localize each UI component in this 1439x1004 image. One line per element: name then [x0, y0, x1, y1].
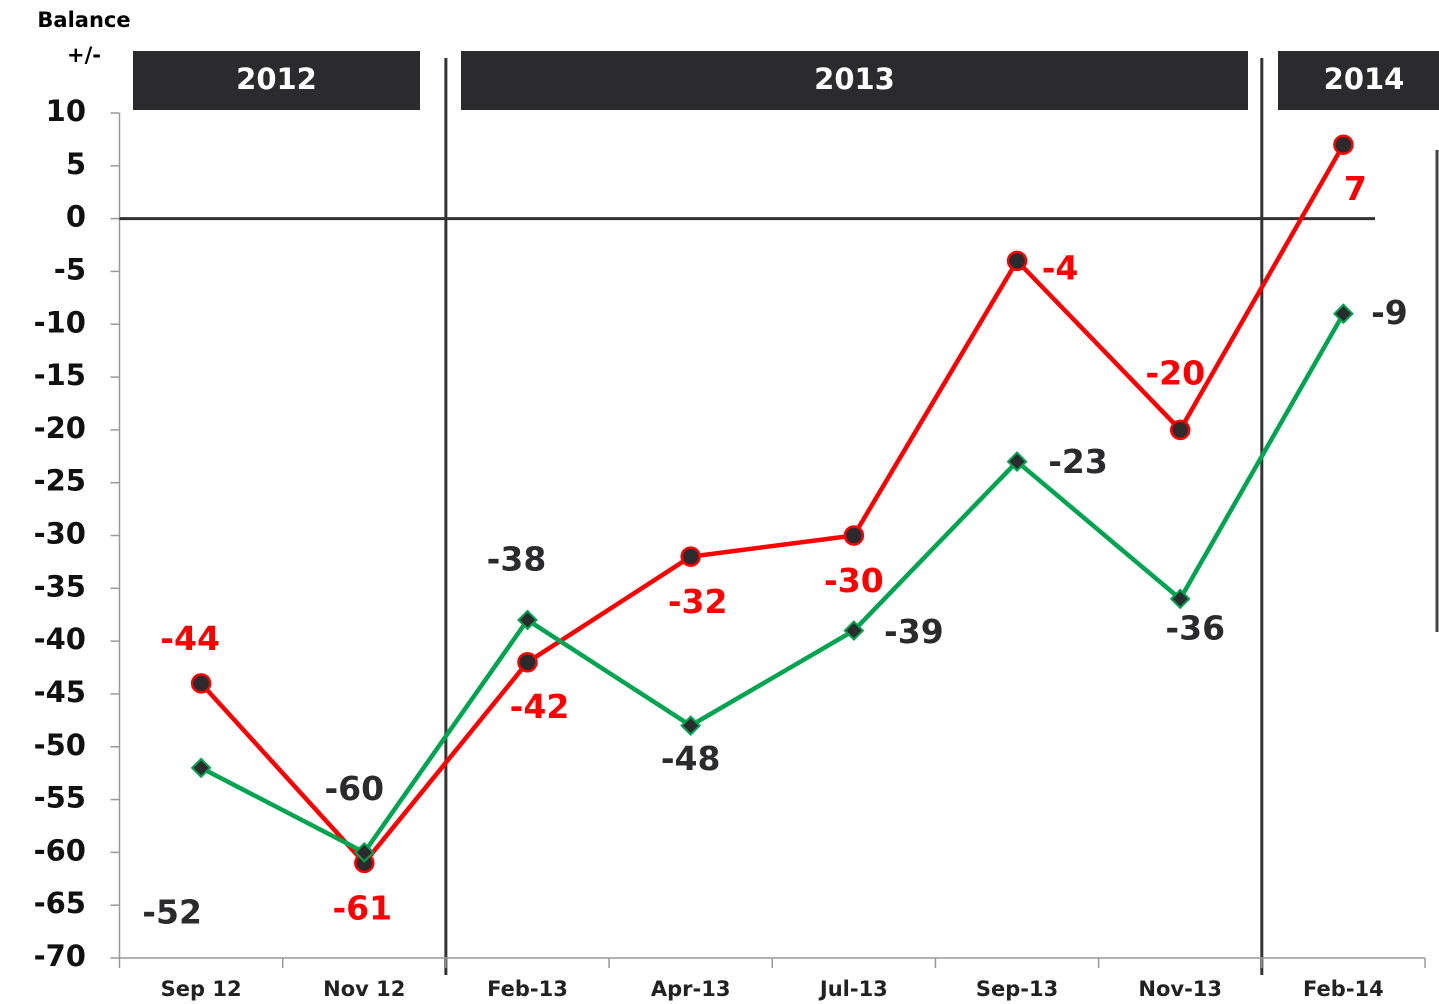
- series-line: [200, 312, 1346, 856]
- point-marker: [1333, 134, 1354, 155]
- data-label: -48: [661, 739, 721, 778]
- y-tick-label: -45: [34, 675, 86, 709]
- y-tick-label: -5: [54, 252, 86, 286]
- x-tick-label: Sep 12: [161, 977, 242, 1001]
- data-label: 7: [1344, 169, 1367, 208]
- point-marker: [680, 546, 701, 567]
- point-marker: [517, 652, 538, 673]
- y-tick-label: -30: [34, 517, 86, 551]
- point-marker: [843, 525, 865, 546]
- data-label: -20: [1145, 353, 1205, 392]
- point-marker: [1332, 303, 1354, 325]
- period-header: [1278, 51, 1439, 110]
- period-label: 2012: [236, 62, 317, 96]
- data-label: -60: [324, 769, 384, 808]
- period-header: [461, 51, 1248, 110]
- data-label: -52: [142, 892, 202, 931]
- data-label: -44: [160, 619, 220, 658]
- y-tick-label: 0: [66, 200, 86, 234]
- y-axis-label: +/-: [67, 43, 101, 67]
- y-tick-label: -40: [34, 622, 86, 656]
- data-label: -61: [332, 888, 392, 927]
- y-tick-label: -15: [34, 358, 86, 392]
- x-tick-label: Apr-13: [651, 977, 731, 1001]
- data-label: -4: [1042, 248, 1079, 287]
- period-header: [133, 51, 420, 110]
- data-label: -39: [884, 612, 944, 651]
- y-tick-label: 5: [66, 147, 86, 181]
- data-label: -36: [1165, 608, 1225, 647]
- y-tick-label: -35: [34, 569, 86, 603]
- x-tick-label: Sep-13: [976, 977, 1058, 1001]
- y-tick-label: -60: [34, 833, 86, 867]
- data-label: -38: [487, 540, 547, 579]
- point-marker: [353, 841, 375, 863]
- point-marker: [1169, 588, 1191, 610]
- y-tick-label: -50: [34, 728, 86, 762]
- x-tick-label: Nov-13: [1138, 977, 1222, 1001]
- point-marker: [1006, 250, 1028, 272]
- point-marker: [190, 673, 212, 694]
- data-label: -42: [510, 687, 570, 726]
- point-marker: [1006, 451, 1028, 472]
- y-axis-label: Balance: [37, 8, 130, 32]
- series-line: [199, 143, 1346, 867]
- y-tick-label: -10: [34, 305, 86, 339]
- point-marker: [190, 757, 212, 779]
- y-tick-label: -20: [34, 411, 86, 445]
- period-label: 2013: [814, 62, 895, 96]
- x-tick-label: Feb-13: [487, 977, 568, 1001]
- y-tick-label: -25: [34, 464, 86, 498]
- data-label: -23: [1048, 442, 1108, 481]
- data-label: -9: [1371, 293, 1408, 332]
- point-marker: [843, 620, 865, 641]
- data-label: -32: [668, 582, 728, 621]
- data-label: -30: [824, 561, 884, 600]
- point-marker: [680, 715, 702, 737]
- y-tick-label: -65: [34, 886, 86, 920]
- y-tick-label: -55: [34, 781, 86, 815]
- period-label: 2014: [1324, 62, 1405, 96]
- x-tick-label: Nov 12: [323, 977, 405, 1001]
- y-tick-label: 10: [46, 94, 86, 128]
- y-tick-label: -70: [34, 939, 86, 973]
- point-marker: [1169, 419, 1191, 441]
- x-tick-label: Jul-13: [818, 977, 888, 1001]
- x-tick-label: Feb-14: [1303, 977, 1384, 1001]
- point-marker: [517, 609, 538, 631]
